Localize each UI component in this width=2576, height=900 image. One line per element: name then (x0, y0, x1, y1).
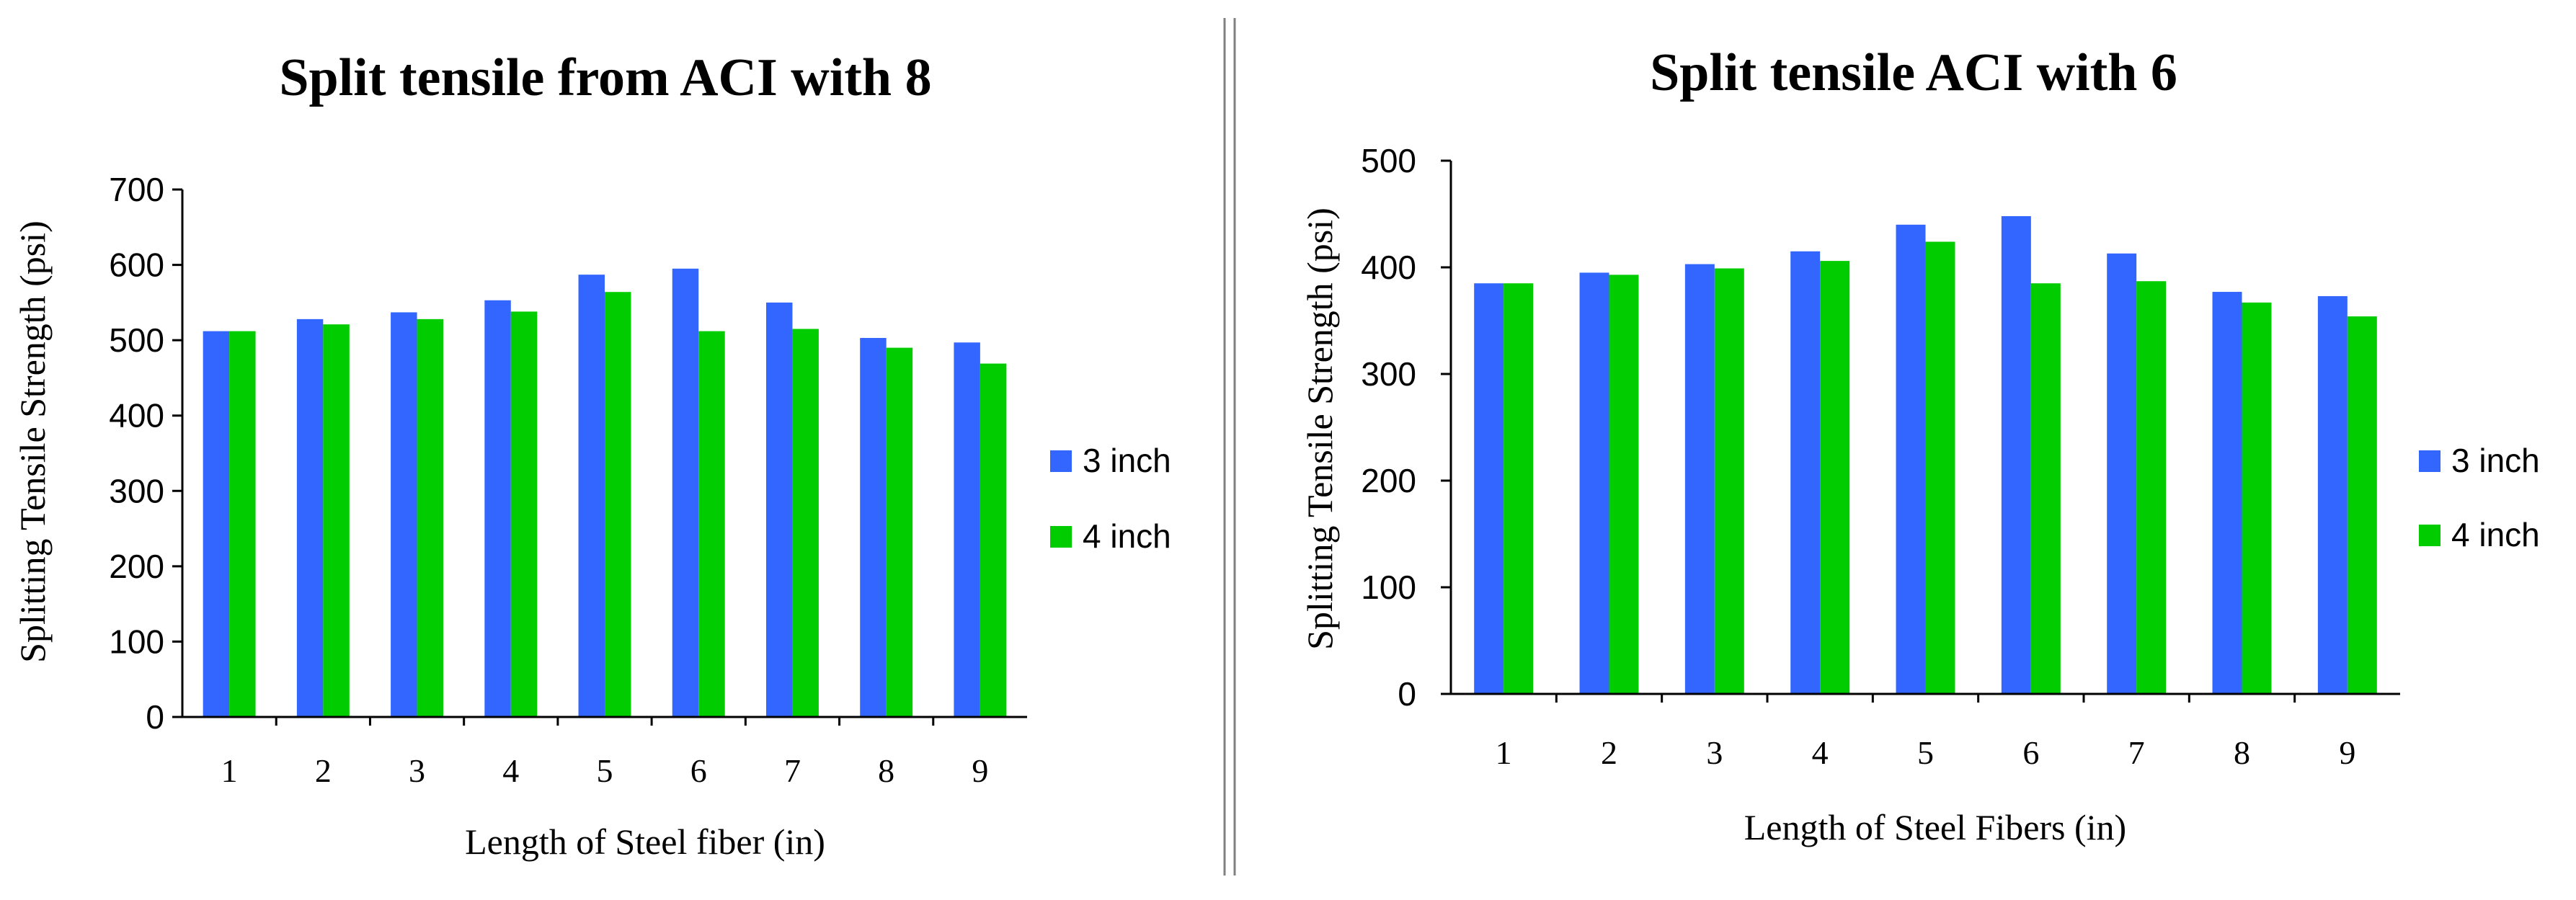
chart-left-bar-4-inch-5 (605, 292, 631, 717)
chart-left-bar-3-inch-1 (203, 331, 230, 717)
chart-right-legend: 3 inch 4 inch (2419, 442, 2540, 553)
chart-left-title: Split tensile from ACI with 8 (279, 48, 931, 107)
chart-right-x-tick-label: 5 (1917, 734, 1934, 771)
chart-left-bar-4-inch-8 (886, 347, 913, 718)
chart-right-bar-4-inch-2 (1609, 275, 1639, 694)
chart-left-bar-4-inch-6 (698, 331, 725, 717)
chart-right-legend-swatch-4-inch (2419, 525, 2440, 546)
chart-right: Split tensile ACI with 6 Length of Steel… (1300, 43, 2540, 847)
chart-left-x-tick-label: 9 (972, 752, 988, 789)
chart-right-bar-3-inch-7 (2107, 253, 2137, 694)
chart-left-x-tick-label: 7 (784, 752, 801, 789)
chart-left-bar-3-inch-9 (954, 342, 980, 717)
chart-right-bar-4-inch-4 (1820, 261, 1850, 694)
chart-left-legend-label-4-inch: 4 inch (1083, 517, 1171, 555)
chart-left-x-tick-label: 1 (221, 752, 238, 789)
chart-right-bar-4-inch-5 (1925, 241, 1955, 695)
chart-right-bar-4-inch-9 (2347, 316, 2377, 695)
chart-right-legend-swatch-3-inch (2419, 450, 2440, 472)
chart-left-y-axis-title: Splitting Tensile Strength (psi) (12, 220, 53, 663)
chart-right-legend-label-3-inch: 3 inch (2451, 442, 2540, 479)
chart-right-x-tick-label: 3 (1706, 734, 1723, 771)
chart-right-y-tick-label: 300 (1361, 355, 1416, 393)
chart-left-y-tick-label: 0 (146, 698, 164, 736)
chart-left-x-tick-label: 5 (597, 752, 613, 789)
chart-right-bar-3-inch-4 (1790, 251, 1821, 694)
chart-right-x-tick-label: 1 (1496, 734, 1512, 771)
chart-right-bar-3-inch-6 (2001, 215, 2031, 695)
chart-right-x-tick-label: 7 (2128, 734, 2145, 771)
chart-right-y-tick-label: 100 (1361, 569, 1416, 606)
chart-left-y-ticks: 0 100 200 300 400 500 600 700 (109, 171, 164, 736)
chart-left-x-axis-title: Length of Steel fiber (in) (465, 821, 825, 862)
chart-left-legend-swatch-3-inch (1050, 450, 1072, 472)
chart-right-y-tick-label: 500 (1361, 142, 1416, 179)
chart-left-x-tick-label: 8 (878, 752, 894, 789)
chart-right-bar-4-inch-7 (2136, 281, 2167, 694)
chart-left-bar-4-inch-1 (229, 331, 256, 717)
chart-left-x-tick-label: 2 (315, 752, 332, 789)
chart-left-bar-3-inch-2 (296, 318, 324, 717)
chart-left-bar-3-inch-7 (765, 302, 793, 717)
chart-left-y-tick-label: 100 (109, 623, 164, 660)
chart-right-bar-4-inch-8 (2242, 302, 2272, 695)
chart-right-bar-4-inch-3 (1714, 268, 1744, 695)
chart-right-y-tick-label: 0 (1398, 675, 1416, 713)
chart-left-y-tick-label: 700 (109, 171, 164, 208)
chart-right-x-axis-title: Length of Steel Fibers (in) (1744, 807, 2126, 847)
chart-right-x-tick-label: 4 (1812, 734, 1829, 771)
chart-left-axes (172, 188, 1027, 726)
chart-right-x-tick-label: 6 (2022, 734, 2039, 771)
chart-right-bar-3-inch-5 (1896, 224, 1926, 694)
chart-right-x-ticks: 1 2 3 4 5 6 7 8 9 (1496, 734, 2356, 771)
chart-left-bar-4-inch-4 (510, 311, 538, 717)
chart-right-axes (1441, 159, 2400, 703)
chart-left: Split tensile from ACI with 8 Length of … (12, 48, 1171, 862)
chart-right-y-axis-title: Splitting Tensile Strength (psi) (1300, 208, 1340, 650)
chart-left-bar-3-inch-6 (672, 268, 699, 717)
chart-right-y-tick-label: 200 (1361, 462, 1416, 499)
chart-left-bar-3-inch-5 (578, 275, 605, 717)
chart-right-bar-4-inch-1 (1504, 283, 1534, 694)
chart-right-bar-3-inch-2 (1579, 272, 1609, 694)
chart-left-legend-label-3-inch: 3 inch (1083, 442, 1171, 479)
chart-left-bar-3-inch-3 (391, 312, 417, 717)
chart-right-bar-3-inch-8 (2212, 292, 2242, 694)
chart-left-bar-3-inch-4 (484, 300, 511, 718)
chart-left-x-tick-label: 6 (690, 752, 707, 789)
chart-left-x-ticks: 1 2 3 4 5 6 7 8 9 (221, 752, 989, 789)
chart-right-legend-label-4-inch: 4 inch (2451, 516, 2540, 553)
chart-left-y-tick-label: 500 (109, 321, 164, 359)
chart-left-bar-4-inch-7 (792, 329, 819, 717)
chart-left-y-tick-label: 300 (109, 472, 164, 509)
chart-left-bars (203, 268, 1007, 718)
chart-left-y-tick-label: 400 (109, 397, 164, 435)
chart-left-bar-4-inch-3 (417, 318, 444, 717)
chart-right-x-tick-label: 8 (2234, 734, 2250, 771)
chart-right-bar-3-inch-9 (2317, 295, 2348, 695)
chart-left-x-tick-label: 4 (502, 752, 519, 789)
chart-left-bar-4-inch-9 (980, 363, 1007, 717)
chart-right-x-tick-label: 2 (1601, 734, 1617, 771)
chart-right-x-tick-label: 9 (2339, 734, 2355, 771)
chart-right-bar-4-inch-6 (2030, 283, 2061, 694)
chart-right-bar-3-inch-1 (1474, 283, 1504, 694)
chart-right-y-ticks: 0 100 200 300 400 500 (1361, 142, 1416, 713)
chart-right-bars (1474, 215, 2377, 695)
chart-left-bar-4-inch-2 (323, 324, 350, 717)
chart-left-legend: 3 inch 4 inch (1050, 442, 1171, 555)
chart-right-bar-3-inch-3 (1684, 264, 1715, 694)
chart-left-y-tick-label: 200 (109, 548, 164, 585)
chart-left-y-tick-label: 600 (109, 246, 164, 284)
chart-right-title: Split tensile ACI with 6 (1650, 43, 2177, 102)
chart-right-y-tick-label: 400 (1361, 249, 1416, 286)
chart-left-bar-3-inch-8 (860, 338, 887, 717)
chart-left-legend-swatch-4-inch (1050, 526, 1072, 548)
chart-left-x-tick-label: 3 (409, 752, 425, 789)
